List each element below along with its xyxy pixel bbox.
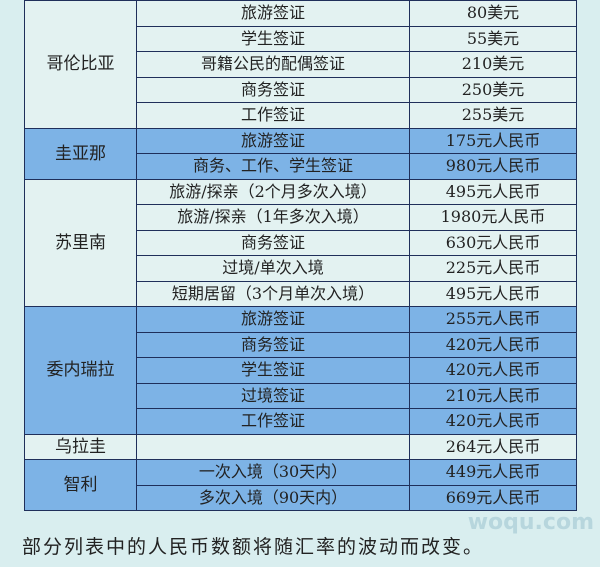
- fee-cell: 449元人民币: [409, 459, 577, 486]
- fee-cell: 80美元: [409, 0, 577, 27]
- fee-cell: 210元人民币: [409, 382, 577, 409]
- visa-type-cell: 商务签证: [136, 76, 410, 103]
- table-row: 圭亚那 旅游签证 175元人民币: [24, 127, 577, 180]
- visa-type-cell: 短期居留（3个月单次入境）: [136, 280, 410, 307]
- fee-cell: 495元人民币: [409, 178, 577, 205]
- table-row: 乌拉圭 264元人民币: [24, 433, 577, 460]
- visa-type-cell: 工作签证: [136, 408, 410, 435]
- table-row: 商务签证 630元人民币: [25, 229, 577, 256]
- table-row: 委内瑞拉 旅游签证 255元人民币: [24, 306, 577, 435]
- table-row: 旅游/探亲（1年多次入境） 1980元人民币: [25, 204, 577, 231]
- visa-type-cell: 过境签证: [136, 382, 410, 409]
- fee-cell: 255美元: [409, 102, 577, 129]
- visa-type-cell: 商务、工作、学生签证: [136, 153, 410, 180]
- visa-type-cell: 旅游/探亲（1年多次入境）: [136, 204, 410, 231]
- visa-type-cell: 商务签证: [136, 229, 410, 256]
- fee-cell: 250美元: [409, 76, 577, 103]
- visa-fee-table: 哥伦比亚 旅游签证 80美元 学生签证 55美元 哥籍公民的配偶签证 210美元 商务签证 25…: [24, 0, 577, 511]
- table-row: 工作签证 255美元: [25, 102, 577, 129]
- fee-cell: 630元人民币: [409, 229, 577, 256]
- country-cell: 苏里南: [24, 178, 137, 307]
- fee-cell: 980元人民币: [409, 153, 577, 180]
- table-row: 工作签证 420元人民币: [25, 408, 577, 435]
- visa-type-cell: [136, 433, 410, 460]
- fee-cell: 1980元人民币: [409, 204, 577, 231]
- visa-type-cell: 工作签证: [136, 102, 410, 129]
- country-cell: 哥伦比亚: [24, 0, 137, 129]
- visa-type-cell: 一次入境（30天内）: [136, 459, 410, 486]
- fee-cell: 225元人民币: [409, 255, 577, 282]
- footnote-caption: 部分列表中的人民币数额将随汇率的波动而改变。: [22, 536, 485, 558]
- visa-type-cell: 学生签证: [136, 25, 410, 52]
- table-row: 多次入境（90天内） 669元人民币: [25, 484, 577, 511]
- fee-cell: 55美元: [409, 25, 577, 52]
- table-row: 学生签证 420元人民币: [25, 357, 577, 384]
- table-row: 学生签证 55美元: [25, 25, 577, 52]
- visa-type-cell: 旅游签证: [136, 0, 410, 27]
- fee-cell: 420元人民币: [409, 331, 577, 358]
- visa-type-cell: 旅游签证: [136, 306, 410, 333]
- fee-cell: 420元人民币: [409, 357, 577, 384]
- country-cell: 乌拉圭: [24, 433, 137, 460]
- fee-cell: 264元人民币: [409, 433, 577, 460]
- country-cell: 委内瑞拉: [24, 306, 137, 435]
- visa-type-cell: 多次入境（90天内）: [136, 484, 410, 511]
- visa-type-cell: 旅游/探亲（2个月多次入境）: [136, 178, 410, 205]
- fee-cell: 255元人民币: [409, 306, 577, 333]
- country-cell: 圭亚那: [24, 127, 137, 180]
- table-row: 哥伦比亚 旅游签证 80美元: [24, 0, 577, 129]
- fee-cell: 175元人民币: [409, 127, 577, 154]
- visa-type-cell: 商务签证: [136, 331, 410, 358]
- table-row: 商务签证 250美元: [25, 76, 577, 103]
- table-row: 智利 一次入境（30天内） 449元人民币: [24, 459, 577, 511]
- fee-cell: 210美元: [409, 51, 577, 78]
- fee-cell: 420元人民币: [409, 408, 577, 435]
- fee-cell: 495元人民币: [409, 280, 577, 307]
- table-row: 商务、工作、学生签证 980元人民币: [25, 153, 577, 180]
- table-row: 苏里南 旅游/探亲（2个月多次入境） 495元人民币: [24, 178, 577, 307]
- watermark-logo: woqu.com: [467, 510, 594, 535]
- table-row: 商务签证 420元人民币: [25, 331, 577, 358]
- visa-type-cell: 过境/单次入境: [136, 255, 410, 282]
- table-row: 过境签证 210元人民币: [25, 382, 577, 409]
- fee-cell: 669元人民币: [409, 484, 577, 511]
- country-cell: 智利: [24, 459, 137, 511]
- table-row: 过境/单次入境 225元人民币: [25, 255, 577, 282]
- visa-type-cell: 旅游签证: [136, 127, 410, 154]
- visa-type-cell: 学生签证: [136, 357, 410, 384]
- visa-type-cell: 哥籍公民的配偶签证: [136, 51, 410, 78]
